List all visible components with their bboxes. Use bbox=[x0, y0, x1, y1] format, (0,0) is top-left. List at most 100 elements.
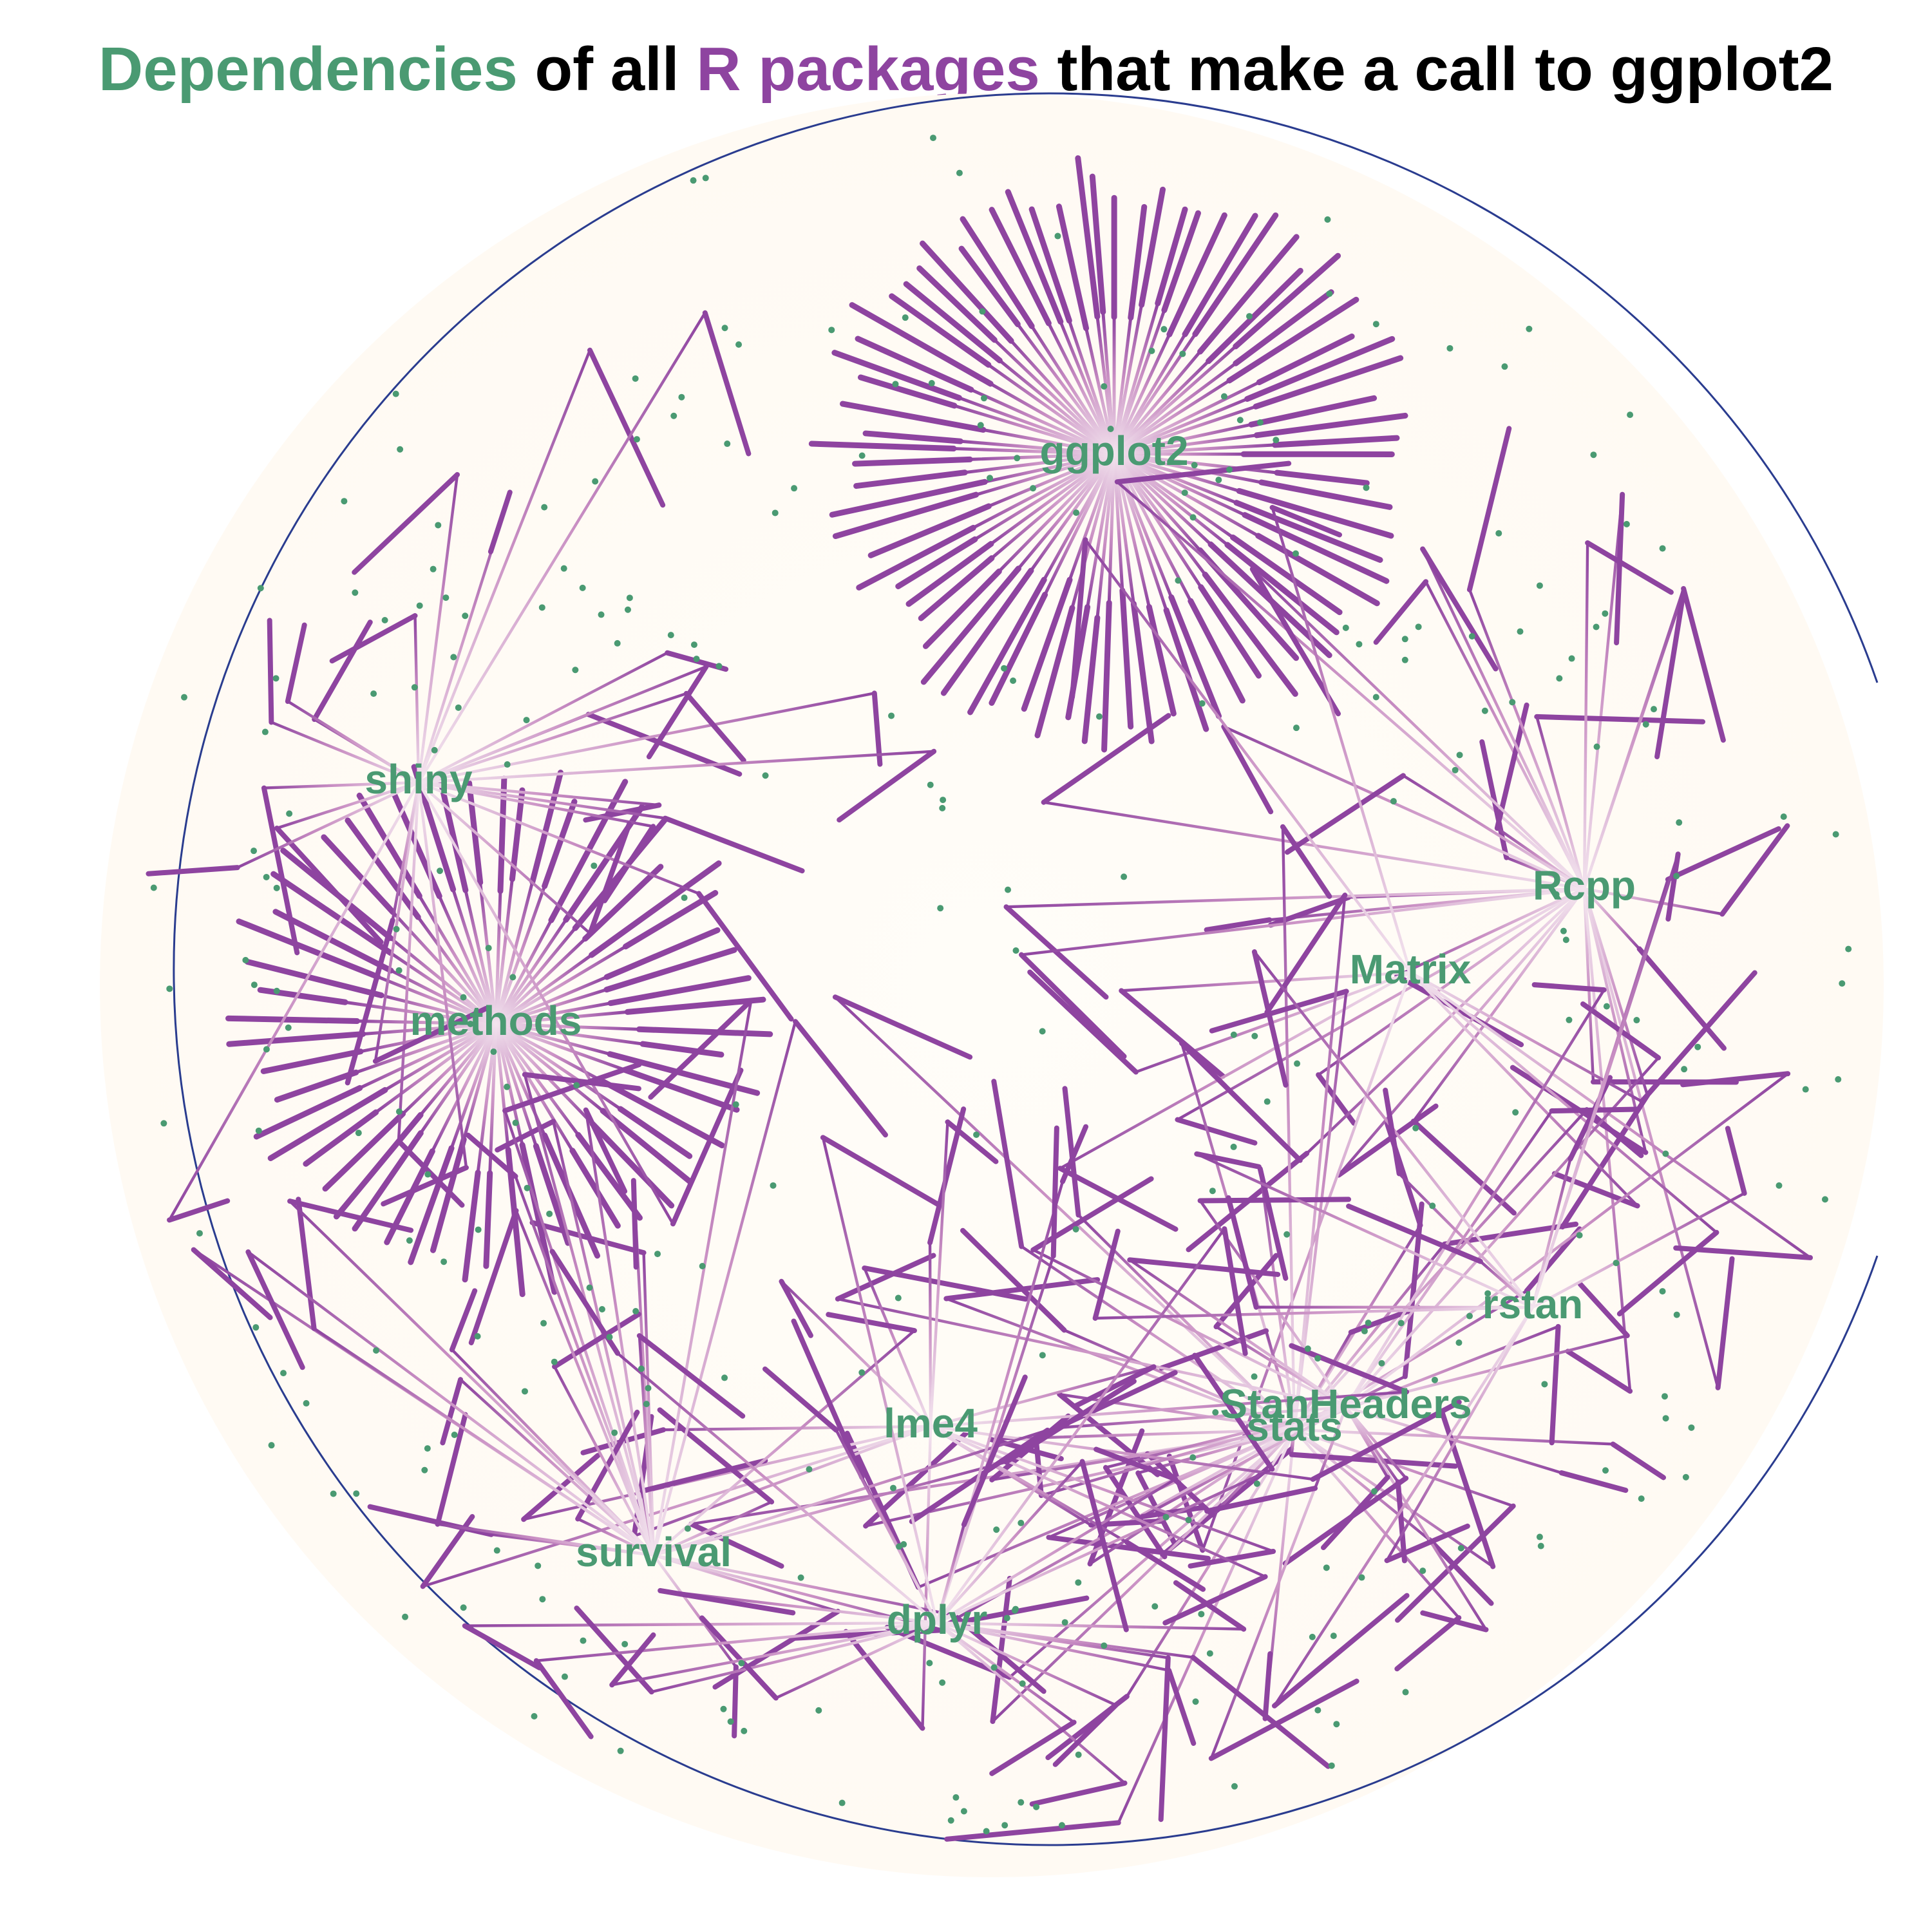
edge-shiny bbox=[270, 721, 421, 784]
edge-methods bbox=[354, 1022, 498, 1074]
package-edge-ggplot2 bbox=[1192, 212, 1279, 337]
dependency-node bbox=[1075, 1579, 1082, 1586]
package-edge-StanHeaders bbox=[835, 1253, 936, 1302]
edge-stats bbox=[945, 1297, 1296, 1432]
dependency-node bbox=[1845, 945, 1852, 952]
edge-survival bbox=[584, 1108, 656, 1557]
dependency-node bbox=[540, 1320, 547, 1327]
package-edge-Rcpp bbox=[1221, 724, 1274, 815]
package-edge-methods bbox=[636, 1026, 773, 1037]
edge-methods bbox=[494, 937, 587, 1026]
dependency-node bbox=[598, 1306, 605, 1313]
package-edge-survival bbox=[630, 1178, 639, 1270]
dependency-node bbox=[280, 1370, 287, 1377]
dependency-node bbox=[983, 1828, 990, 1835]
package-edge-StanHeaders bbox=[1204, 1485, 1318, 1514]
dependency-node bbox=[977, 422, 984, 429]
hub-label-methods: methods bbox=[410, 998, 582, 1044]
dependency-node bbox=[815, 1707, 822, 1714]
dependency-node bbox=[791, 485, 798, 492]
dependency-node bbox=[1536, 1533, 1543, 1540]
package-edge-survival bbox=[296, 1197, 317, 1331]
edge-ggplot2 bbox=[1112, 443, 1277, 456]
dependency-node bbox=[1602, 610, 1609, 617]
dependency-node bbox=[524, 1184, 531, 1191]
dependency-node bbox=[1603, 1003, 1610, 1010]
package-edge-dplyr bbox=[762, 1366, 839, 1433]
dependency-node bbox=[392, 390, 399, 397]
edge-survival bbox=[436, 1522, 656, 1557]
package-edge-Matrix bbox=[1639, 970, 1757, 1104]
package-edge-Rcpp bbox=[1204, 917, 1273, 933]
edge-StanHeaders bbox=[916, 1405, 1348, 1589]
package-edge-methods bbox=[582, 864, 664, 942]
edge-survival bbox=[652, 1461, 1008, 1557]
title-r-packages: R packages bbox=[696, 35, 1040, 104]
package-edge-ggplot2 bbox=[1248, 395, 1378, 428]
dependency-node bbox=[738, 1660, 745, 1667]
edge-dplyr bbox=[821, 1136, 939, 1625]
dependency-node bbox=[1562, 936, 1569, 943]
edge-shiny bbox=[417, 651, 669, 784]
package-edge-ggplot2 bbox=[831, 350, 963, 401]
edge-ggplot2 bbox=[987, 452, 1116, 508]
package-edge-ggplot2 bbox=[1075, 155, 1101, 320]
package-edge-ggplot2 bbox=[1119, 587, 1134, 730]
package-edge-stats bbox=[1395, 1503, 1516, 1623]
dependency-node bbox=[1251, 1032, 1258, 1039]
edge-methods bbox=[464, 888, 498, 1026]
edge-Rcpp bbox=[1316, 887, 1586, 1077]
edge-methods bbox=[494, 1022, 612, 1056]
edge-stats bbox=[1293, 1428, 1515, 1508]
edge-Rcpp bbox=[1337, 887, 1586, 1177]
dependency-node bbox=[330, 1490, 337, 1497]
package-edge-lme4 bbox=[1124, 1539, 1206, 1592]
package-edge-methods bbox=[272, 909, 394, 974]
dependency-node bbox=[475, 1226, 482, 1233]
package-edge-StanHeaders bbox=[1680, 1071, 1791, 1088]
dependency-node bbox=[1160, 326, 1168, 333]
edge-ggplot2 bbox=[990, 452, 1116, 560]
edge-Rcpp bbox=[1412, 887, 1586, 1123]
dependency-node bbox=[624, 606, 631, 613]
dependency-node bbox=[1659, 545, 1666, 552]
edge-Rcpp bbox=[1401, 774, 1586, 891]
edge-rstan bbox=[1094, 1305, 1535, 1320]
dependency-node bbox=[166, 985, 173, 992]
dependency-node bbox=[1230, 1031, 1237, 1038]
package-edge-dplyr bbox=[989, 1719, 1077, 1776]
edge-ggplot2 bbox=[998, 359, 1116, 456]
dependency-node bbox=[541, 504, 548, 511]
package-edge-ggplot2 bbox=[1255, 533, 1380, 607]
dependency-node bbox=[896, 1543, 903, 1550]
dependency-node bbox=[263, 1046, 270, 1053]
package-edge-stats bbox=[1402, 1201, 1425, 1379]
edge-survival bbox=[652, 999, 753, 1557]
dependency-node bbox=[1401, 636, 1408, 643]
dependency-node bbox=[678, 393, 685, 401]
dependency-node bbox=[1148, 347, 1155, 354]
edge-ggplot2 bbox=[997, 452, 1116, 573]
edge-methods bbox=[494, 918, 553, 1026]
dependency-node bbox=[1780, 813, 1787, 820]
dependency-node bbox=[1264, 1098, 1271, 1105]
package-edge-stats bbox=[944, 1820, 1121, 1842]
edge-Rcpp bbox=[1535, 715, 1586, 891]
dependency-node bbox=[681, 895, 688, 902]
package-edge-ggplot2 bbox=[919, 240, 1014, 344]
package-edge-ggplot2 bbox=[1155, 206, 1188, 307]
package-edge-stats bbox=[1394, 1615, 1462, 1672]
package-edge-methods bbox=[622, 1066, 740, 1113]
package-edge-stats bbox=[1159, 1328, 1269, 1371]
edge-methods bbox=[437, 895, 498, 1026]
edge-shiny bbox=[413, 614, 421, 784]
package-edge-methods bbox=[575, 1132, 643, 1221]
dependency-node bbox=[1019, 1680, 1026, 1687]
package-edge-ggplot2 bbox=[1233, 500, 1383, 563]
dependency-node bbox=[1627, 412, 1634, 419]
package-edge-ggplot2 bbox=[1101, 600, 1112, 753]
edge-ggplot2 bbox=[1112, 452, 1264, 484]
dependency-node bbox=[1397, 1320, 1405, 1327]
package-edge-ggplot2 bbox=[1028, 206, 1072, 324]
edge-ggplot2 bbox=[981, 428, 1116, 456]
